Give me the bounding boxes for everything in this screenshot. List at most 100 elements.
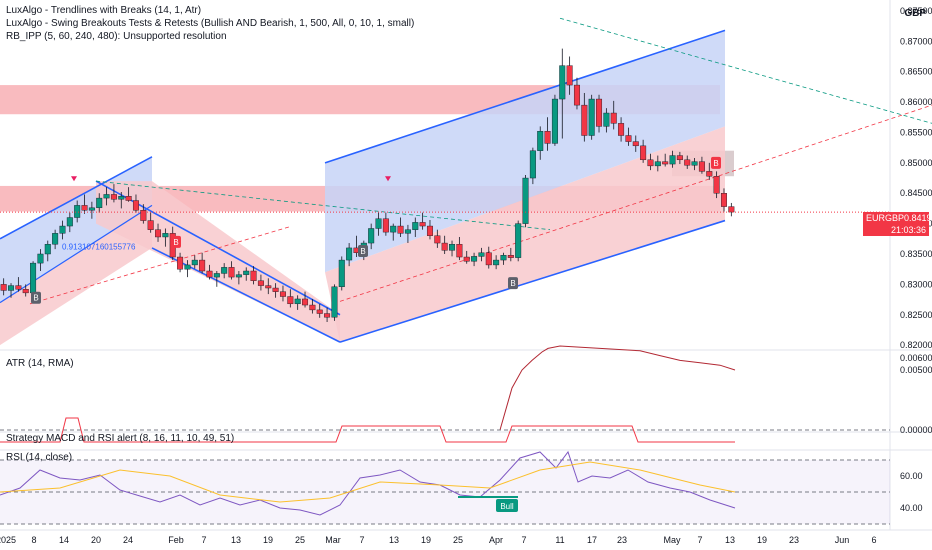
- breakout-marker-label: B: [33, 294, 38, 303]
- rsi-tick-label: 40.00: [900, 503, 923, 513]
- time-tick-label: 7: [521, 535, 526, 545]
- candle-body: [404, 229, 411, 234]
- time-tick-label: 7: [697, 535, 702, 545]
- atr-label: ATR (14, RMA): [6, 358, 74, 369]
- bull-label: Bull: [500, 502, 514, 511]
- candle-body: [162, 233, 169, 238]
- atr-line: [499, 345, 736, 431]
- ray-label: 0.913107160155776: [62, 243, 136, 252]
- swing-high-marker: [385, 176, 391, 182]
- time-tick-label: 20: [91, 535, 101, 545]
- candle-body: [456, 244, 463, 258]
- time-tick-label: May: [663, 535, 681, 545]
- candle-body: [324, 313, 331, 318]
- candle-body: [81, 205, 88, 211]
- strategy-line: [0, 417, 735, 443]
- candle-body: [529, 150, 536, 179]
- trendline: [559, 17, 932, 124]
- time-tick-label: 19: [757, 535, 767, 545]
- candle-body: [66, 217, 73, 227]
- candle-body: [720, 193, 727, 207]
- candle-body: [338, 259, 345, 288]
- price-tick-label: 0.87500: [900, 6, 932, 16]
- candles: [0, 48, 735, 323]
- candle-body: [44, 244, 51, 255]
- candle-body: [147, 220, 154, 230]
- time-tick-label: 8: [31, 535, 36, 545]
- candle-body: [309, 304, 316, 311]
- candle-body: [250, 270, 257, 281]
- currency-label: GBP: [904, 8, 926, 19]
- channel-fill: [96, 181, 340, 343]
- atr-tick-label: 0.00000: [900, 425, 932, 435]
- candle-body: [515, 223, 522, 258]
- price-tick-label: 0.83000: [900, 279, 932, 289]
- price-tag-countdown: 21:03:36: [890, 225, 926, 235]
- candle-body: [316, 309, 323, 314]
- candle-body: [618, 123, 625, 136]
- candle-body: [559, 65, 566, 100]
- time-tick-label: 23: [789, 535, 799, 545]
- rsi-tick-label: 60.00: [900, 471, 923, 481]
- candle-body: [596, 98, 603, 127]
- breakout-marker: [171, 235, 181, 248]
- candle-body: [632, 141, 639, 147]
- price-tick-label: 0.85000: [900, 158, 932, 168]
- trendline: [339, 219, 726, 343]
- time-tick-label: 2025: [0, 535, 16, 545]
- candle-body: [412, 222, 419, 230]
- candle-body: [478, 252, 485, 257]
- candle-body: [603, 112, 610, 127]
- time-tick-label: Jun: [835, 535, 850, 545]
- candle-body: [37, 253, 44, 264]
- trendline: [29, 226, 291, 305]
- candle-body: [243, 270, 250, 275]
- candle-body: [155, 229, 162, 238]
- time-tick-label: 25: [295, 535, 305, 545]
- time-tick-label: 17: [587, 535, 597, 545]
- candle-body: [500, 255, 507, 261]
- breakout-marker: [31, 291, 41, 304]
- trendline: [0, 156, 153, 240]
- candle-body: [368, 228, 375, 244]
- candle-body: [728, 206, 735, 213]
- breakout-marker-label: B: [173, 238, 178, 247]
- trendline: [324, 29, 726, 164]
- time-tick-label: 11: [555, 535, 564, 545]
- price-tick-label: 0.86500: [900, 67, 932, 77]
- candle-body: [15, 285, 22, 290]
- candle-body: [177, 256, 184, 270]
- time-tick-label: Mar: [325, 535, 341, 545]
- legend: LuxAlgo - Trendlines with Breaks (14, 1,…: [6, 4, 414, 43]
- time-tick-label: 13: [231, 535, 241, 545]
- candle-body: [419, 222, 426, 227]
- candle-body: [573, 84, 580, 106]
- candle-body: [691, 161, 698, 166]
- candle-body: [471, 256, 478, 262]
- candle-body: [8, 285, 15, 291]
- candle-body: [302, 298, 309, 306]
- candle-body: [346, 247, 353, 261]
- candle-body: [537, 131, 544, 151]
- price-tick-label: 0.82500: [900, 310, 932, 320]
- candle-body: [184, 264, 191, 270]
- price-tag-price: 0.84190: [904, 213, 932, 223]
- candle-body: [610, 112, 617, 124]
- channel-fill: [0, 205, 152, 346]
- time-tick-label: 19: [421, 535, 431, 545]
- time-tick-label: 6: [871, 535, 876, 545]
- time-tick-label: 24: [123, 535, 133, 545]
- candle-body: [52, 233, 59, 245]
- candle-body: [265, 285, 272, 289]
- candle-body: [191, 259, 198, 266]
- candle-body: [88, 207, 95, 211]
- time-tick-label: Feb: [168, 535, 184, 545]
- time-tick-label: 7: [359, 535, 364, 545]
- strategy-label: Strategy MACD and RSI alert (8, 16, 11, …: [6, 433, 235, 444]
- candle-body: [588, 98, 595, 136]
- time-tick-label: 14: [59, 535, 69, 545]
- price-axis-bg: [890, 0, 932, 550]
- indicator-label-rb-ipp: RB_IPP (5, 60, 240, 480): Unsupported re…: [6, 31, 227, 42]
- candle-body: [684, 159, 691, 166]
